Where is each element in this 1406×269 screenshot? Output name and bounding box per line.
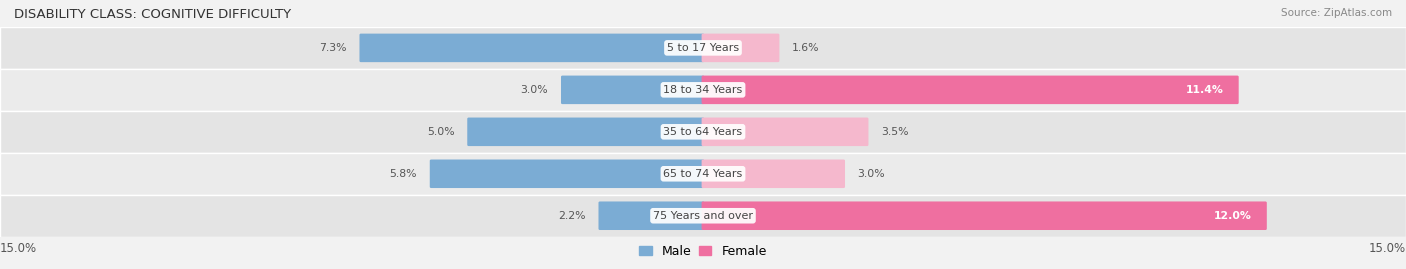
Text: 5.0%: 5.0% (427, 127, 454, 137)
FancyBboxPatch shape (702, 118, 869, 146)
FancyBboxPatch shape (430, 160, 704, 188)
Text: 35 to 64 Years: 35 to 64 Years (664, 127, 742, 137)
Text: 18 to 34 Years: 18 to 34 Years (664, 85, 742, 95)
Text: 3.5%: 3.5% (882, 127, 908, 137)
Bar (0, 195, 1406, 237)
FancyBboxPatch shape (360, 34, 704, 62)
FancyBboxPatch shape (599, 201, 704, 230)
Text: 65 to 74 Years: 65 to 74 Years (664, 169, 742, 179)
Text: 5 to 17 Years: 5 to 17 Years (666, 43, 740, 53)
Bar (0, 27, 1406, 69)
FancyBboxPatch shape (702, 160, 845, 188)
Text: 5.8%: 5.8% (389, 169, 418, 179)
Text: 1.6%: 1.6% (792, 43, 820, 53)
Text: 7.3%: 7.3% (319, 43, 347, 53)
Text: 3.0%: 3.0% (858, 169, 886, 179)
Bar (0, 111, 1406, 153)
Text: 15.0%: 15.0% (0, 242, 37, 255)
FancyBboxPatch shape (702, 76, 1239, 104)
Legend: Male, Female: Male, Female (634, 240, 772, 263)
Text: 2.2%: 2.2% (558, 211, 586, 221)
Text: 11.4%: 11.4% (1185, 85, 1223, 95)
Bar (0, 153, 1406, 195)
FancyBboxPatch shape (467, 118, 704, 146)
Text: 75 Years and over: 75 Years and over (652, 211, 754, 221)
Text: 15.0%: 15.0% (1369, 242, 1406, 255)
Text: 12.0%: 12.0% (1213, 211, 1251, 221)
FancyBboxPatch shape (702, 34, 779, 62)
FancyBboxPatch shape (561, 76, 704, 104)
FancyBboxPatch shape (702, 201, 1267, 230)
Text: DISABILITY CLASS: COGNITIVE DIFFICULTY: DISABILITY CLASS: COGNITIVE DIFFICULTY (14, 8, 291, 21)
Text: 3.0%: 3.0% (520, 85, 548, 95)
Text: Source: ZipAtlas.com: Source: ZipAtlas.com (1281, 8, 1392, 18)
Bar (0, 69, 1406, 111)
